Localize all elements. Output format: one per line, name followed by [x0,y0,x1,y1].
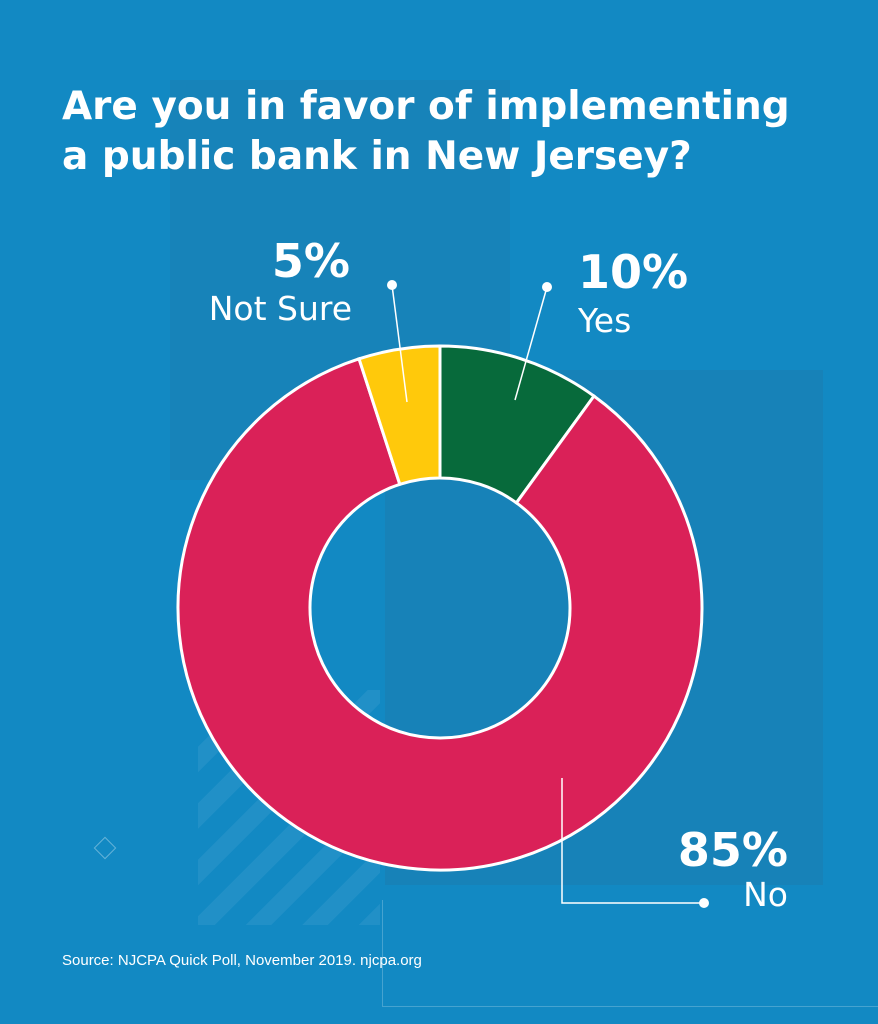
background-frame-line [382,900,878,1007]
leader-line-not-sure [391,284,408,403]
leader-dot-no [699,898,709,908]
data-label-not-sure-category: Not Sure [209,289,352,328]
data-label-yes-percent: 10% [578,245,688,299]
slice-not-sure [357,344,442,487]
leader-dot-not-sure [387,280,397,290]
leader-line-yes [514,286,548,401]
slice-no [176,356,704,872]
data-label-yes-category: Yes [577,301,631,340]
data-label-no-percent: 85% [678,823,788,877]
chart-title: Are you in favor of implementing a publi… [62,84,790,179]
source-note: Source: NJCPA Quick Poll, November 2019.… [62,952,422,969]
leader-line-no [561,778,704,904]
leader-dot-yes [542,282,552,292]
data-label-not-sure-percent: 5% [272,234,350,288]
data-label-no-category: No [743,875,788,914]
